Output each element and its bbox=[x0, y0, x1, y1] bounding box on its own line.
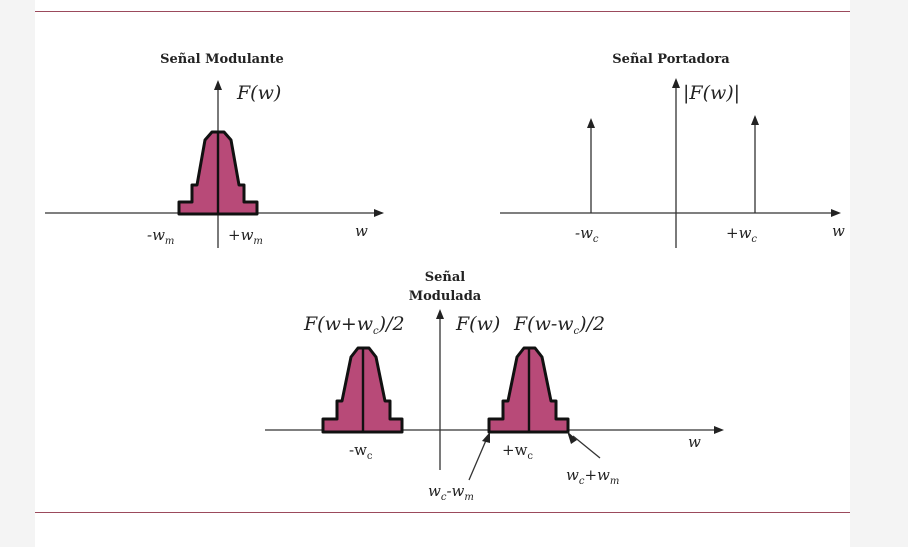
portadora-title: Señal Portadora bbox=[612, 52, 730, 67]
lower-edge-pointer-head bbox=[482, 432, 490, 443]
portadora-axis-label: w bbox=[832, 222, 845, 240]
modulante-title: Señal Modulante bbox=[160, 52, 284, 67]
upper-edge-pointer-head bbox=[567, 431, 577, 444]
modulante-pos-label: +wm bbox=[228, 226, 263, 247]
portadora-pos-label: +wc bbox=[726, 224, 757, 245]
modulada-fn-right: F(w-wc)/2 bbox=[513, 313, 605, 337]
modulada-title-line1: Señal bbox=[425, 270, 466, 285]
modulante-plot: Señal Modulante F(w) -wm +wm w bbox=[45, 52, 384, 248]
lower-edge-pointer bbox=[468, 437, 488, 481]
carrier-impulse-positive-arrowhead bbox=[751, 115, 759, 125]
modulante-y-arrowhead bbox=[214, 80, 222, 90]
figure-panel bbox=[35, 0, 850, 547]
bottom-rule bbox=[35, 512, 850, 513]
modulada-axis-label: w bbox=[688, 433, 701, 451]
carrier-impulse-negative-arrowhead bbox=[587, 118, 595, 128]
modulada-plot: Señal Modulada F(w+wc)/2 F(w) F(w-wc)/2 … bbox=[265, 270, 724, 503]
modulante-axis-label: w bbox=[355, 222, 368, 240]
upper-edge-label: wc+wm bbox=[566, 466, 619, 487]
portadora-y-arrowhead bbox=[672, 78, 680, 88]
portadora-x-arrowhead bbox=[831, 209, 841, 217]
modulada-fn-left: F(w+wc)/2 bbox=[303, 313, 405, 337]
modulada-pos-label: +wc bbox=[502, 441, 533, 462]
modulada-title-line2: Modulada bbox=[409, 289, 482, 304]
modulada-x-arrowhead bbox=[714, 426, 724, 434]
modulante-x-arrowhead bbox=[374, 209, 384, 217]
modulada-neg-label: -wc bbox=[349, 441, 373, 462]
portadora-neg-label: -wc bbox=[575, 224, 599, 245]
modulante-neg-label: -wm bbox=[147, 226, 174, 247]
top-rule bbox=[35, 11, 850, 12]
upper-edge-pointer bbox=[572, 435, 601, 459]
portadora-fn-label: |F(w)| bbox=[683, 82, 740, 104]
modulada-y-arrowhead bbox=[436, 309, 444, 319]
modulada-fn-center: F(w) bbox=[455, 313, 500, 335]
modulante-fn-label: F(w) bbox=[236, 82, 281, 104]
portadora-plot: Señal Portadora |F(w)| -wc +wc w bbox=[500, 52, 845, 248]
lower-edge-label: wc-wm bbox=[428, 482, 474, 503]
